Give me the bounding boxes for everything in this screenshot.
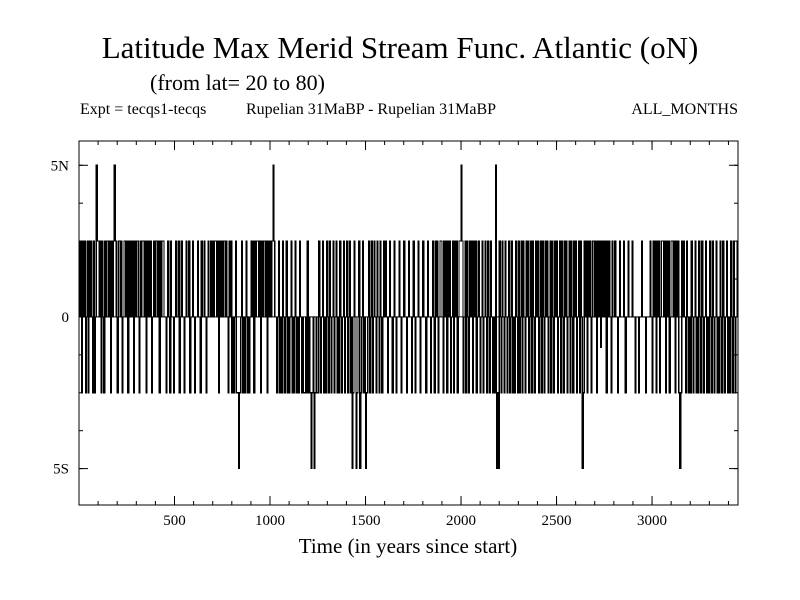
x-tick-label: 3000 xyxy=(637,513,667,529)
x-tick-label: 1000 xyxy=(255,513,285,529)
series-stream-function xyxy=(79,164,738,470)
x-minor-ticks xyxy=(97,141,729,505)
chart-subtitle: (from lat= 20 to 80) xyxy=(150,70,325,95)
x-tick-label: 1500 xyxy=(351,513,381,529)
comparison-label: Rupelian 31MaBP - Rupelian 31MaBP xyxy=(246,101,497,118)
experiment-label: Expt = tecqs1-tecqs xyxy=(80,101,207,118)
x-tick-label: 500 xyxy=(163,513,186,529)
chart-title: Latitude Max Merid Stream Func. Atlantic… xyxy=(101,30,699,65)
x-tick-label: 2500 xyxy=(542,513,572,529)
y-tick-label: 0 xyxy=(62,310,70,326)
y-tick-label: 5S xyxy=(53,462,69,478)
x-axis-ticks: 500 1000 1500 2000 2500 3000 xyxy=(163,141,667,529)
months-label: ALL_MONTHS xyxy=(631,101,738,118)
y-axis-ticks: 5N 0 5S xyxy=(51,158,738,478)
x-axis-title: Time (in years since start) xyxy=(299,534,518,558)
x-tick-label: 2000 xyxy=(446,513,476,529)
y-tick-label: 5N xyxy=(51,158,70,174)
series-line xyxy=(79,164,738,470)
plot-frame xyxy=(78,140,739,506)
